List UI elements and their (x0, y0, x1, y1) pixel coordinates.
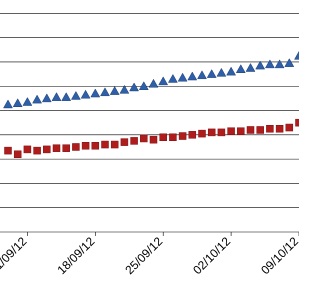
point (216, 67, 227, 77)
point (3, 99, 13, 109)
point (158, 76, 169, 86)
point (4, 146, 12, 155)
point (177, 72, 188, 82)
point (235, 64, 246, 73)
point (187, 71, 198, 81)
point (159, 133, 167, 142)
point (178, 132, 187, 140)
point (167, 73, 178, 83)
point (81, 142, 90, 150)
point (43, 145, 51, 154)
point (91, 142, 100, 150)
point (120, 138, 129, 146)
point (148, 78, 159, 88)
point (23, 145, 32, 154)
point (206, 69, 217, 78)
point (284, 58, 295, 67)
point (32, 94, 43, 104)
point (255, 60, 266, 70)
point (294, 50, 299, 60)
point (207, 128, 216, 137)
point (188, 131, 197, 139)
point (140, 134, 148, 143)
point (256, 126, 264, 134)
point (70, 90, 81, 100)
point (149, 135, 158, 144)
point (217, 128, 226, 137)
point (226, 66, 237, 76)
point (130, 137, 138, 145)
point (61, 92, 72, 101)
point (264, 59, 275, 69)
point (51, 92, 62, 101)
point (129, 82, 140, 92)
point (90, 88, 101, 98)
point (169, 133, 177, 142)
point (198, 129, 206, 138)
point (246, 126, 255, 134)
point (12, 98, 23, 107)
point (101, 140, 109, 149)
point (33, 146, 41, 155)
point (295, 118, 299, 127)
point (109, 86, 120, 95)
point (22, 97, 33, 106)
point (245, 63, 256, 72)
point (285, 123, 294, 132)
point (100, 87, 110, 97)
point (62, 144, 70, 152)
point (274, 59, 285, 69)
point (80, 89, 91, 99)
point (41, 93, 52, 103)
point (110, 140, 119, 149)
point (119, 84, 130, 94)
point (52, 144, 61, 152)
point (275, 125, 284, 133)
chart: 11/09/12 18/09/12 25/09/12 02/10/12 09/10/12 (0, 13, 299, 278)
point (227, 127, 235, 135)
point (13, 150, 22, 159)
point (237, 127, 245, 135)
point (197, 70, 207, 80)
point (138, 81, 149, 90)
point (72, 143, 80, 151)
point (266, 125, 274, 133)
